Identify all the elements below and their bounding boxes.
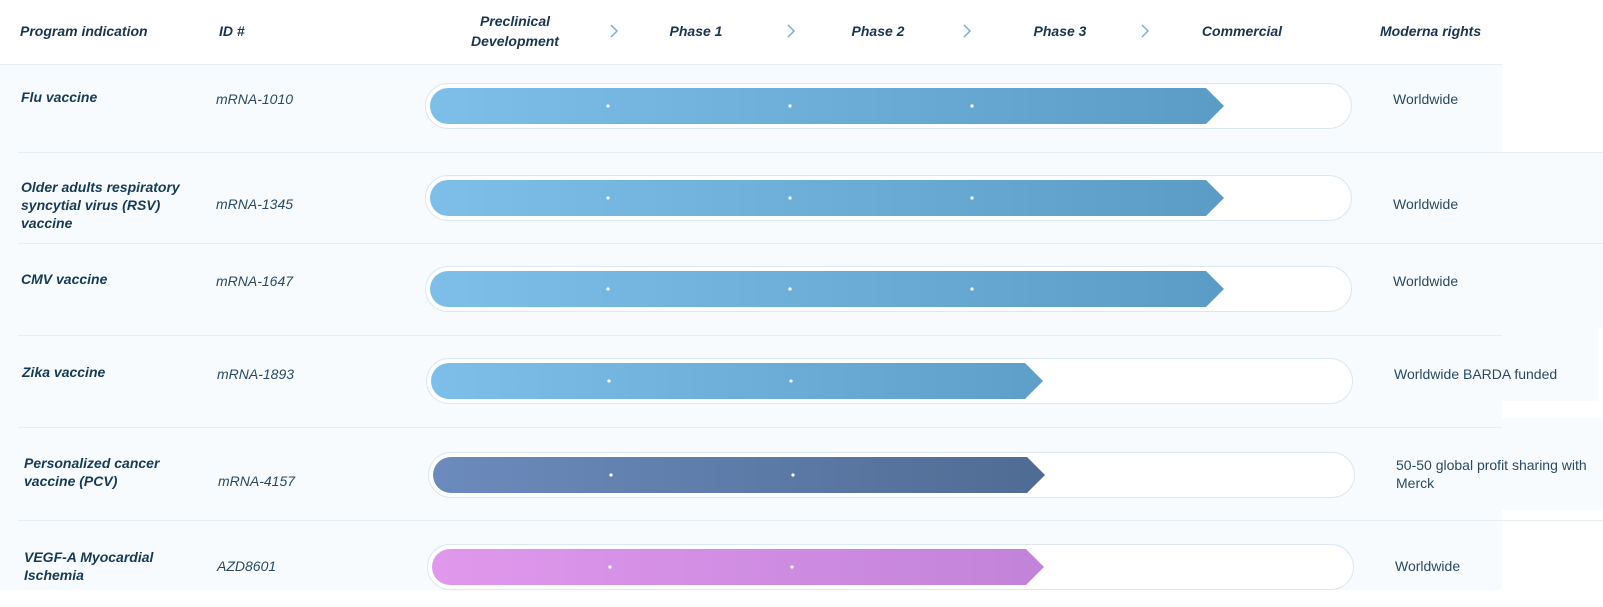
moderna-rights: Worldwide <box>1393 273 1459 289</box>
stage-marker-dot <box>970 287 974 291</box>
stage-marker-dot <box>791 473 795 477</box>
program-indication: Older adults respiratory syncytial virus… <box>21 179 180 231</box>
program-indication: CMV vaccine <box>21 271 108 287</box>
progress-bar-shape <box>432 549 1044 585</box>
table-row: Personalized cancer vaccine (PCV) mRNA-4… <box>0 428 1603 521</box>
header-stage-commercial: Commercial <box>1201 23 1283 39</box>
header-moderna-rights: Moderna rights <box>1380 23 1482 39</box>
chevron-right-icon <box>1139 22 1151 40</box>
progress-track <box>425 266 1352 312</box>
header-id: ID # <box>219 23 245 39</box>
moderna-rights: Worldwide <box>1395 558 1461 574</box>
moderna-rights: Worldwide <box>1393 196 1459 212</box>
program-indication: Zika vaccine <box>22 364 106 380</box>
progress-bar <box>433 457 1073 493</box>
table-row: VEGF-A Myocardial Ischemia AZD8601 World… <box>0 521 1603 607</box>
stage-marker-dot <box>608 565 612 569</box>
table-row: Flu vaccine mRNA-1010 Worldwide <box>0 64 1603 152</box>
chevron-right-icon <box>608 22 620 40</box>
program-indication: VEGF-A Myocardial Ischemia <box>24 549 154 583</box>
progress-bar-shape <box>433 457 1045 493</box>
stage-marker-dot <box>788 287 792 291</box>
header-program-indication: Program indication <box>20 23 148 39</box>
table-background-extension <box>1502 418 1603 510</box>
stage-marker-dot <box>607 379 611 383</box>
table-row: Older adults respiratory syncytial virus… <box>0 153 1603 243</box>
progress-bar <box>431 363 1071 399</box>
program-id: mRNA-4157 <box>218 473 296 489</box>
program-id: mRNA-1345 <box>216 196 294 212</box>
table-row: CMV vaccine mRNA-1647 Worldwide <box>0 244 1603 328</box>
progress-track <box>428 452 1355 498</box>
progress-track <box>427 544 1354 590</box>
row-divider <box>18 427 1502 428</box>
program-indication: Flu vaccine <box>21 89 98 105</box>
stage-marker-dot <box>609 473 613 477</box>
stage-marker-dot <box>606 104 610 108</box>
header-stage-phase-3: Phase 3 <box>1033 23 1087 39</box>
program-indication: Personalized cancer vaccine (PCV) <box>24 455 160 489</box>
stage-marker-dot <box>790 565 794 569</box>
program-id: mRNA-1010 <box>216 91 294 107</box>
moderna-rights: Worldwide BARDA funded <box>1394 366 1558 382</box>
program-id: AZD8601 <box>217 558 277 574</box>
row-divider <box>18 335 1502 336</box>
moderna-rights: Worldwide <box>1393 91 1459 107</box>
stage-marker-dot <box>788 104 792 108</box>
table-row: Zika vaccine mRNA-1893 Worldwide BARDA f… <box>0 336 1603 426</box>
stage-marker-dot <box>606 287 610 291</box>
stage-marker-dot <box>970 196 974 200</box>
progress-bar <box>430 271 1224 307</box>
table-header: Program indication ID # Preclinical Deve… <box>0 0 1502 65</box>
progress-bar <box>430 180 1224 216</box>
header-stage-phase-1: Phase 1 <box>669 23 723 39</box>
stage-marker-dot <box>789 379 793 383</box>
progress-bar <box>430 88 1224 124</box>
progress-track <box>425 83 1352 129</box>
progress-track <box>425 175 1352 221</box>
chevron-right-icon <box>785 22 797 40</box>
table-background-extension <box>1502 152 1603 328</box>
table-background-extension <box>1502 328 1598 401</box>
progress-bar <box>432 549 1072 585</box>
progress-bar-shape <box>430 180 1224 216</box>
chevron-right-icon <box>961 22 973 40</box>
program-id: mRNA-1647 <box>216 273 294 289</box>
moderna-rights: 50-50 global profit sharing with Merck <box>1396 457 1587 491</box>
program-id: mRNA-1893 <box>217 366 295 382</box>
progress-track <box>426 358 1353 404</box>
stage-marker-dot <box>970 104 974 108</box>
row-divider <box>18 520 1603 521</box>
header-stage-preclinical: Preclinical Development <box>471 13 559 49</box>
progress-bar-shape <box>430 271 1224 307</box>
header-stage-phase-2: Phase 2 <box>851 23 905 39</box>
progress-bar-shape <box>431 363 1043 399</box>
stage-marker-dot <box>606 196 610 200</box>
progress-bar-shape <box>430 88 1224 124</box>
stage-marker-dot <box>788 196 792 200</box>
row-divider <box>18 152 1603 153</box>
row-divider <box>18 243 1603 244</box>
